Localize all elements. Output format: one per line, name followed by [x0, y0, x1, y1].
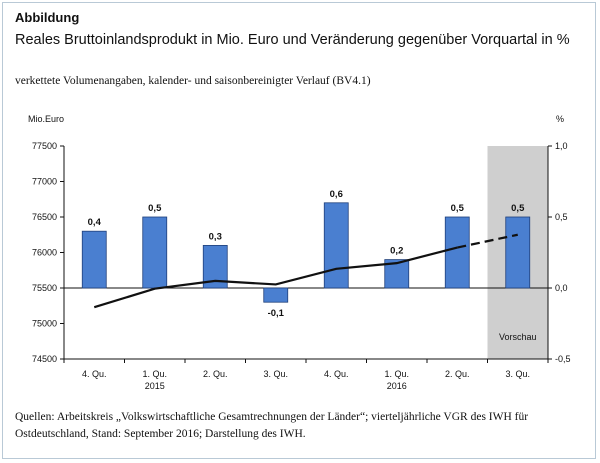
x-tick-label: 2. Qu.: [203, 369, 228, 379]
left-tick-label: 76000: [32, 248, 57, 258]
bar: [505, 216, 531, 289]
bar-data-label: 0,5: [148, 203, 162, 214]
chart-title: Reales Bruttoinlandsprodukt in Mio. Euro…: [15, 32, 570, 48]
figure-label: Abbildung: [15, 10, 80, 25]
x-tick-label: 2. Qu.: [445, 369, 470, 379]
right-tick-label: 0,5: [555, 212, 568, 222]
right-tick-label: 0,0: [555, 283, 568, 293]
bar-data-label: 0,2: [390, 246, 403, 257]
bar: [263, 287, 289, 303]
bar-data-label: -0,1: [268, 308, 285, 319]
line-series-forecast: [457, 233, 518, 249]
right-tick-label: -0,5: [555, 354, 571, 364]
left-tick-label: 77500: [32, 141, 57, 151]
right-axis-unit: %: [556, 114, 564, 124]
figure-frame: [2, 2, 596, 459]
left-tick-label: 75000: [32, 319, 57, 329]
x-year-label: 2016: [387, 381, 407, 391]
bar: [142, 216, 168, 289]
bar: [323, 202, 349, 289]
left-axis-unit: Mio.Euro: [28, 114, 64, 124]
line-series: [93, 246, 458, 309]
x-tick-label: 3. Qu.: [263, 369, 288, 379]
left-tick-label: 76500: [32, 212, 57, 222]
left-tick-label: 74500: [32, 354, 57, 364]
bar-data-label: 0,5: [511, 203, 525, 214]
bar-data-label: 0,3: [209, 231, 222, 242]
x-tick-label: 3. Qu.: [505, 369, 530, 379]
bar-data-label: 0,5: [451, 203, 465, 214]
x-tick-label: 4. Qu.: [82, 369, 107, 379]
chart-subtitle: verkettete Volumenangaben, kalender- und…: [15, 75, 371, 87]
x-year-label: 2015: [145, 381, 165, 391]
bar-data-label: 0,6: [330, 189, 343, 200]
left-tick-label: 77000: [32, 177, 57, 187]
source-note: Quellen: Arbeitskreis „Volkswirtschaftli…: [15, 411, 529, 440]
bar-data-label: 0,4: [88, 217, 102, 228]
x-tick-label: 1. Qu.: [384, 369, 409, 379]
bar: [444, 216, 470, 289]
x-tick-label: 1. Qu.: [142, 369, 167, 379]
x-tick-label: 4. Qu.: [324, 369, 349, 379]
bar: [81, 230, 107, 289]
left-tick-label: 75500: [32, 283, 57, 293]
right-tick-label: 1,0: [555, 141, 568, 151]
forecast-label: Vorschau: [499, 332, 537, 342]
